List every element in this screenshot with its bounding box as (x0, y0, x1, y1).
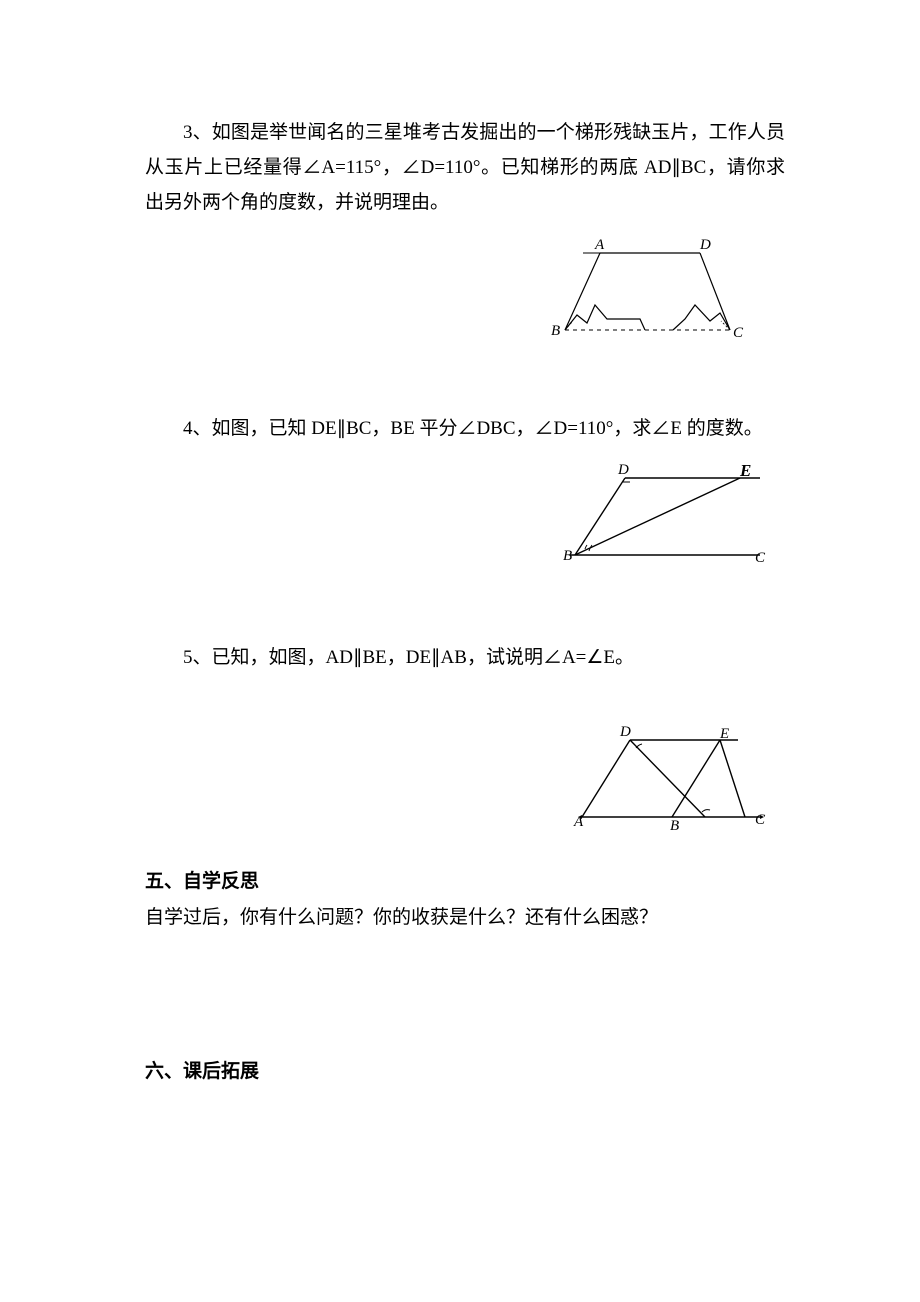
label-C: C (755, 550, 766, 566)
label-A: A (594, 237, 605, 253)
problem-3-text: 3、如图是举世闻名的三星堆考古发掘出的一个梯形残缺玉片，工作人员从玉片上已经量得… (145, 115, 785, 220)
label-A: A (573, 814, 584, 830)
label-B: B (563, 548, 572, 564)
label-D: D (617, 462, 629, 478)
section-6-heading: 六、课后拓展 (145, 1054, 785, 1089)
label-D: D (699, 237, 711, 253)
problem-4-text: 4、如图，已知 DE∥BC，BE 平分∠DBC，∠D=110°，求∠E 的度数。 (145, 411, 785, 446)
label-B: B (670, 818, 679, 832)
worksheet-page: 3、如图是举世闻名的三星堆考古发掘出的一个梯形残缺玉片，工作人员从玉片上已经量得… (0, 0, 920, 1302)
problem-4-figure: B C D E (560, 460, 770, 570)
label-B: B (551, 323, 560, 339)
label-E: E (719, 726, 729, 742)
problem-5-text: 5、已知，如图，AD∥BE，DE∥AB，试说明∠A=∠E。 (145, 640, 785, 675)
label-C: C (755, 812, 766, 828)
label-D: D (619, 724, 631, 740)
problem-5-figure: A B C D E (570, 722, 770, 832)
problem-3-figure: A D B C (545, 235, 745, 345)
section-5-body: 自学过后，你有什么问题？你的收获是什么？还有什么困惑？ (145, 900, 785, 935)
section-5-heading: 五、自学反思 (145, 864, 785, 899)
label-C: C (733, 325, 744, 341)
label-E: E (739, 461, 751, 480)
